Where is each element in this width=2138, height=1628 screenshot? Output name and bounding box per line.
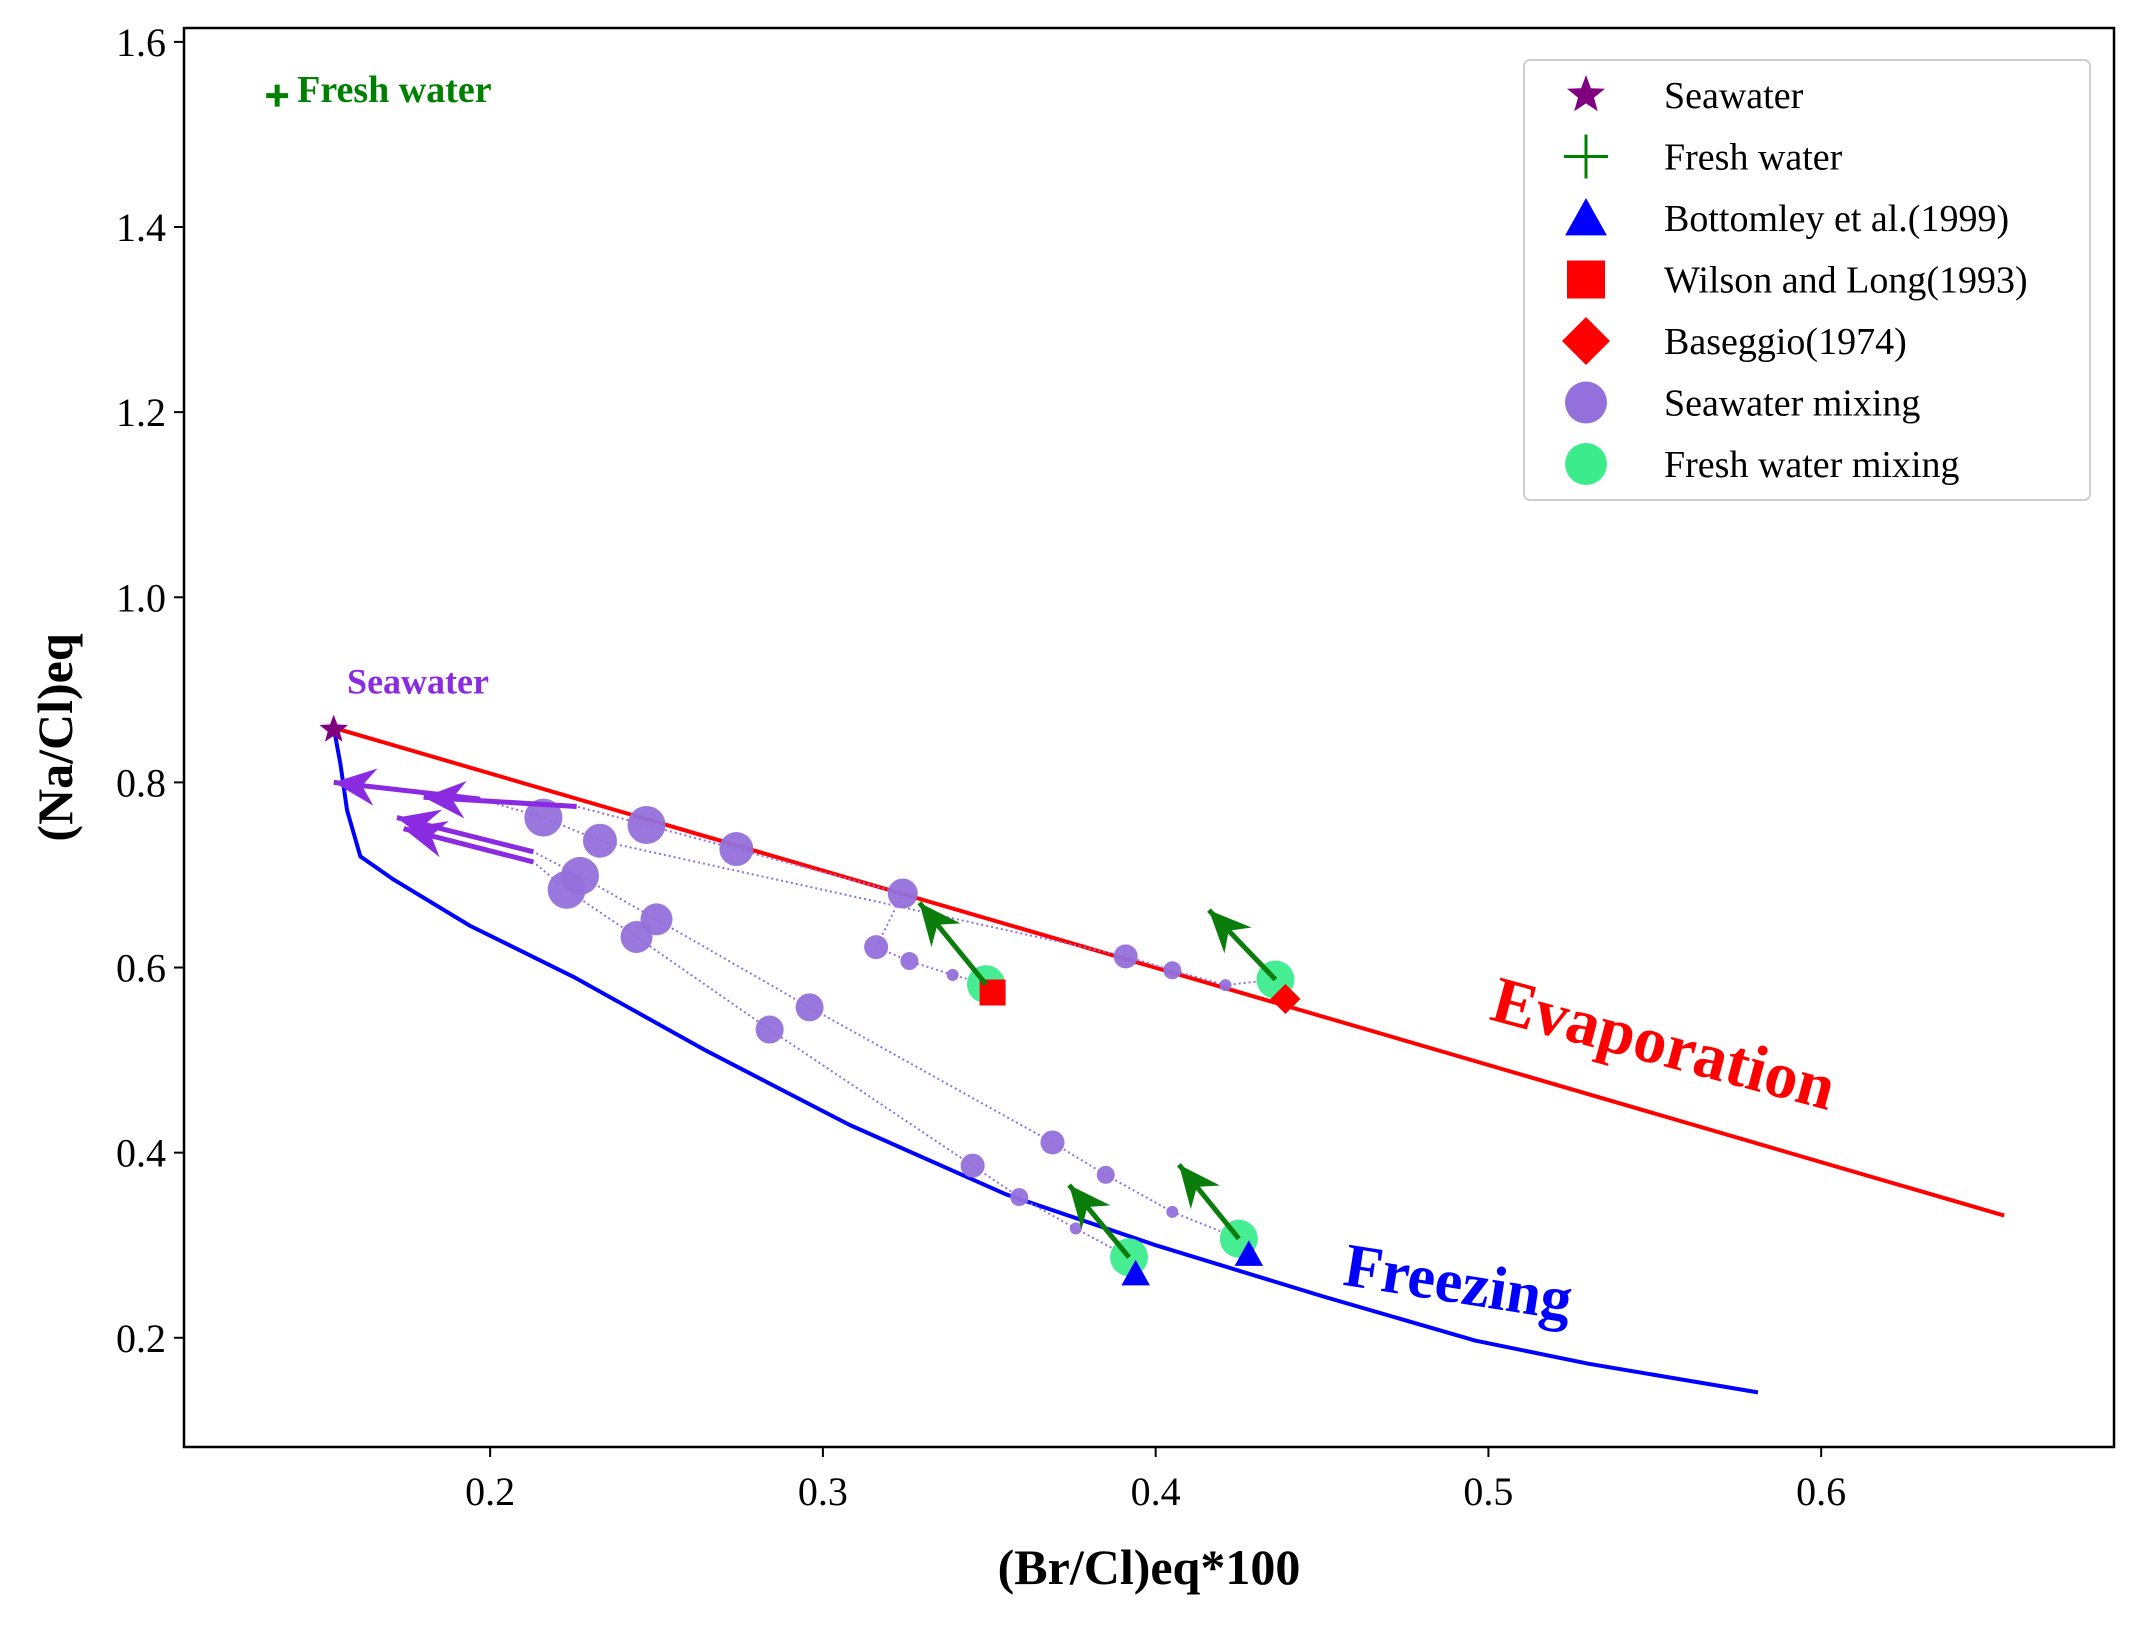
legend-label: Fresh water mixing [1664, 444, 1960, 486]
legend-box [1523, 59, 2091, 501]
x-tick-label: 0.4 [1131, 1469, 1181, 1514]
freezing-line [331, 727, 1759, 1395]
fresh-mixing-arrow-head [1178, 1164, 1220, 1210]
legend: Seawater Fresh water Bottomley et al.(1999… [1523, 59, 2091, 501]
y-axis-label: (Na/Cl)eq [27, 633, 83, 841]
legend-marker-square [1567, 260, 1605, 299]
seawater-mixing-point [719, 832, 754, 867]
seawater-star [319, 714, 348, 742]
legend-label: Wilson and Long(1993) [1664, 260, 2028, 302]
legend-marker-circle [1565, 381, 1607, 424]
seawater-mixing-point [960, 1153, 985, 1178]
plot-frame [182, 26, 2116, 1449]
seawater-mixing-point [1096, 1165, 1115, 1184]
seawater-mixing-arrow-head [423, 781, 467, 819]
legend-label: Baseggio(1974) [1664, 321, 1907, 363]
fresh-mixing-arrow-head [1069, 1185, 1111, 1230]
seawater-mixing-arrow-head [396, 809, 443, 846]
seawater-mixing-point [1113, 944, 1138, 969]
mixing-path-3 [532, 850, 1240, 1240]
legend-marker-circle [1565, 443, 1607, 485]
legend-marker-star [1567, 75, 1605, 112]
annotation-fresh-water: Fresh water [297, 69, 492, 111]
legend-marker-plus [1564, 134, 1608, 179]
bottomley-point [1121, 1259, 1150, 1286]
seawater-mixing-point [1069, 1222, 1082, 1235]
seawater-mixing-point [582, 823, 617, 858]
legend-marker-triangle [1565, 198, 1607, 236]
y-tick-label: 0.6 [116, 946, 166, 991]
y-tick-label: 1.4 [116, 205, 166, 250]
axes: 0.2 0.3 0.4 0.5 0.6 0.2 0.4 0.6 0.8 1.0 1.2 1.4 1.6 (… [27, 20, 2116, 1595]
baseggio-point [1270, 983, 1301, 1014]
annotation-seawater: Seawater [347, 662, 489, 702]
y-tick-label: 0.2 [116, 1316, 166, 1361]
seawater-mixing-point [755, 1015, 784, 1044]
seawater-mixing-point [560, 856, 599, 895]
annotation-evaporation: Evaporation [1484, 963, 1843, 1125]
legend-label: Bottomley et al.(1999) [1664, 198, 2009, 240]
seawater-mixing-point [640, 903, 673, 936]
y-tick-label: 1.0 [116, 575, 166, 620]
seawater-mixing-point [864, 935, 889, 960]
seawater-mixing-point [1166, 1205, 1179, 1218]
seawater-mixing-point [795, 993, 824, 1022]
fresh-mixing-arrow-head [1208, 910, 1252, 954]
seawater-mixing-point [887, 878, 918, 909]
x-tick-label: 0.5 [1463, 1469, 1513, 1514]
seawater-mixing-point [627, 805, 666, 844]
y-tick-label: 1.2 [116, 390, 166, 435]
annotation-freezing: Freezing [1340, 1231, 1577, 1334]
y-tick-label: 1.6 [116, 20, 166, 65]
seawater-mixing-point [1040, 1130, 1065, 1155]
legend-label: Fresh water [1664, 137, 1843, 179]
seawater-mixing-point [1219, 979, 1232, 992]
x-tick-label: 0.2 [465, 1469, 515, 1514]
x-axis-label: (Br/Cl)eq*100 [998, 1539, 1301, 1595]
seawater-mixing-point [1010, 1188, 1029, 1207]
mixing-path-2 [532, 861, 1130, 1259]
legend-label: Seawater mixing [1664, 383, 1920, 425]
legend-marker-diamond [1562, 317, 1610, 365]
legend-label: Seawater [1664, 75, 1804, 117]
x-tick-label: 0.6 [1796, 1469, 1846, 1514]
seawater-mixing-point [524, 798, 563, 837]
seawater-mixing-point [946, 968, 959, 981]
fresh-mixing-arrow-head [919, 902, 961, 948]
plot-area [266, 84, 2005, 1395]
x-tick-label: 0.3 [798, 1469, 848, 1514]
y-tick-label: 0.4 [116, 1131, 166, 1176]
seawater-mixing-arrow-head [333, 768, 378, 806]
seawater-mixing-point [900, 952, 919, 971]
seawater-mixing-point [1163, 961, 1182, 980]
fresh-water-plus [266, 84, 289, 107]
bottomley-point [1234, 1240, 1264, 1266]
y-tick-label: 0.8 [116, 760, 166, 805]
